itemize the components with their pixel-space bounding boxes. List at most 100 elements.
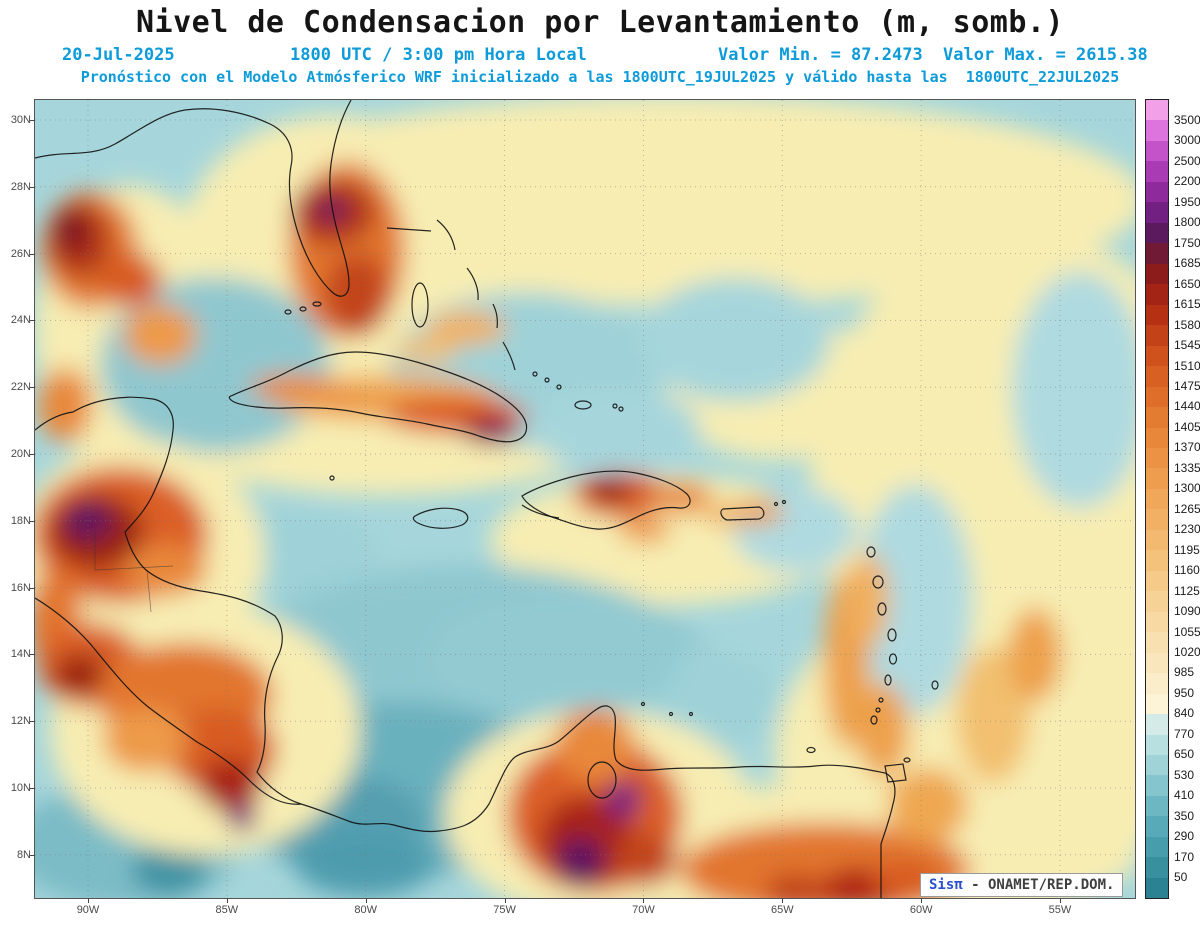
colorbar-tick-label: 1685 bbox=[1174, 256, 1200, 271]
field-layer bbox=[10, 95, 1200, 925]
colorbar-tick-label: 1475 bbox=[1174, 378, 1200, 393]
colorbar-segment bbox=[1146, 366, 1168, 387]
colorbar-tick-label: 1160 bbox=[1174, 563, 1200, 578]
colorbar-tick-label: 1580 bbox=[1174, 317, 1200, 332]
colorbar-segment bbox=[1146, 100, 1168, 121]
colorbar-tick-label: 50 bbox=[1174, 870, 1188, 885]
lon-tick-mark bbox=[88, 898, 89, 903]
colorbar-tick-label: 770 bbox=[1174, 726, 1195, 741]
colorbar-segment bbox=[1146, 386, 1168, 408]
lon-tick-label: 85W bbox=[215, 904, 239, 916]
colorbar-segment bbox=[1146, 775, 1168, 796]
colorbar-tick-label: 1195 bbox=[1174, 542, 1200, 557]
lat-tick-label: 8N bbox=[16, 848, 31, 861]
lon-tick-mark bbox=[643, 898, 645, 903]
lat-tick-mark bbox=[30, 587, 35, 589]
colorbar-tick-label: 1230 bbox=[1174, 522, 1200, 537]
colorbar-segment bbox=[1146, 488, 1168, 510]
colorbar-tick-label: 1090 bbox=[1174, 604, 1200, 619]
colorbar-tick-label: 1125 bbox=[1174, 583, 1200, 598]
colorbar-tick-label: 1335 bbox=[1174, 460, 1200, 475]
lat-tick-label: 12N bbox=[10, 715, 31, 728]
colorbar-segment bbox=[1146, 693, 1168, 715]
colorbar-segment bbox=[1146, 345, 1168, 367]
colorbar-segment bbox=[1146, 202, 1168, 223]
colorbar-segment bbox=[1146, 284, 1168, 305]
lat-tick-mark bbox=[30, 387, 35, 389]
lat-tick-mark bbox=[30, 253, 35, 255]
colorbar-segment bbox=[1146, 468, 1168, 489]
colorbar-segment bbox=[1146, 755, 1168, 776]
colorbar-segment bbox=[1146, 816, 1168, 837]
colorbar-segment bbox=[1146, 509, 1168, 530]
lon-tick-label: 75W bbox=[493, 904, 516, 916]
lat-tick-label: 26N bbox=[10, 247, 31, 260]
colorbar-tick-label: 530 bbox=[1174, 767, 1195, 782]
colorbar-tick-label: 2500 bbox=[1174, 153, 1200, 168]
value-max-label: Valor Max. = 2615.38 bbox=[943, 45, 1148, 65]
colorbar-tick-label: 1405 bbox=[1174, 419, 1200, 434]
lat-tick-mark bbox=[30, 320, 35, 322]
colorbar-tick-label: 1370 bbox=[1174, 440, 1200, 455]
colorbar-segment bbox=[1146, 714, 1168, 735]
colorbar-tick-label: 170 bbox=[1174, 849, 1195, 864]
lat-tick-label: 22N bbox=[10, 381, 31, 394]
colorbar-tick-label: 1800 bbox=[1174, 215, 1200, 230]
lat-tick-label: 10N bbox=[10, 782, 31, 794]
colorbar-tick-label: 1300 bbox=[1174, 481, 1200, 496]
colorbar-segment bbox=[1146, 570, 1168, 592]
colorbar-segment bbox=[1146, 427, 1168, 448]
lon-tick-label: 90W bbox=[76, 904, 100, 916]
lat-tick-mark bbox=[30, 721, 35, 723]
watermark-text: - ONAMET/REP.DOM. bbox=[962, 877, 1115, 893]
colorbar-segment bbox=[1146, 447, 1168, 469]
map-svg bbox=[10, 95, 1200, 925]
colorbar-segment bbox=[1146, 836, 1168, 858]
lat-tick-label: 24N bbox=[10, 314, 31, 327]
lat-tick-mark bbox=[30, 454, 35, 455]
colorbar-tick-label: 1055 bbox=[1174, 624, 1200, 639]
colorbar-segment bbox=[1146, 304, 1168, 326]
colorbar-segment bbox=[1146, 673, 1168, 694]
colorbar-segment bbox=[1146, 632, 1168, 653]
colorbar-segment bbox=[1146, 222, 1168, 244]
lon-tick-label: 65W bbox=[770, 904, 794, 916]
colorbar-segment bbox=[1146, 877, 1168, 899]
lon-tick-label: 70W bbox=[632, 904, 655, 916]
colorbar-tick-label: 1510 bbox=[1174, 358, 1200, 373]
lat-tick-mark bbox=[30, 654, 35, 656]
colorbar-tick-label: 1020 bbox=[1174, 644, 1200, 659]
lon-tick-mark bbox=[226, 898, 228, 903]
colorbar-tick-label: 290 bbox=[1174, 829, 1195, 844]
colorbar-segment bbox=[1146, 857, 1168, 878]
colorbar bbox=[1145, 99, 1169, 899]
map-canvas bbox=[10, 95, 1200, 925]
colorbar-tick-label: 1440 bbox=[1174, 399, 1200, 414]
colorbar-tick-label: 1265 bbox=[1174, 501, 1200, 516]
colorbar-tick-label: 2200 bbox=[1174, 174, 1200, 189]
gridline-layer bbox=[35, 100, 1135, 898]
page-title: Nivel de Condensacion por Levantamiento … bbox=[135, 5, 1065, 40]
colorbar-segment bbox=[1146, 550, 1168, 571]
lat-tick-label: 14N bbox=[10, 648, 31, 661]
colorbar-segment bbox=[1146, 263, 1168, 285]
colorbar-segment bbox=[1146, 652, 1168, 674]
model-subtitle: Pronóstico con el Modelo Atmósferico WRF… bbox=[80, 68, 1120, 86]
colorbar-segment bbox=[1146, 529, 1168, 551]
colorbar-tick-label: 3000 bbox=[1174, 133, 1200, 148]
colorbar-tick-label: 3500 bbox=[1174, 112, 1200, 127]
coastline-layer bbox=[34, 99, 939, 898]
lat-tick-label: 20N bbox=[10, 448, 31, 460]
lon-tick-mark bbox=[921, 898, 923, 903]
lat-tick-label: 18N bbox=[10, 514, 31, 527]
colorbar-segment bbox=[1146, 734, 1168, 755]
colorbar-tick-label: 350 bbox=[1174, 808, 1195, 823]
colorbar-segment bbox=[1146, 611, 1168, 633]
colorbar-segment bbox=[1146, 795, 1168, 817]
lat-tick-label: 30N bbox=[10, 114, 31, 126]
colorbar-tick-label: 950 bbox=[1174, 685, 1195, 700]
lon-tick-mark bbox=[504, 898, 506, 903]
lat-tick-mark bbox=[30, 120, 35, 121]
colorbar-tick-label: 1950 bbox=[1174, 194, 1200, 209]
